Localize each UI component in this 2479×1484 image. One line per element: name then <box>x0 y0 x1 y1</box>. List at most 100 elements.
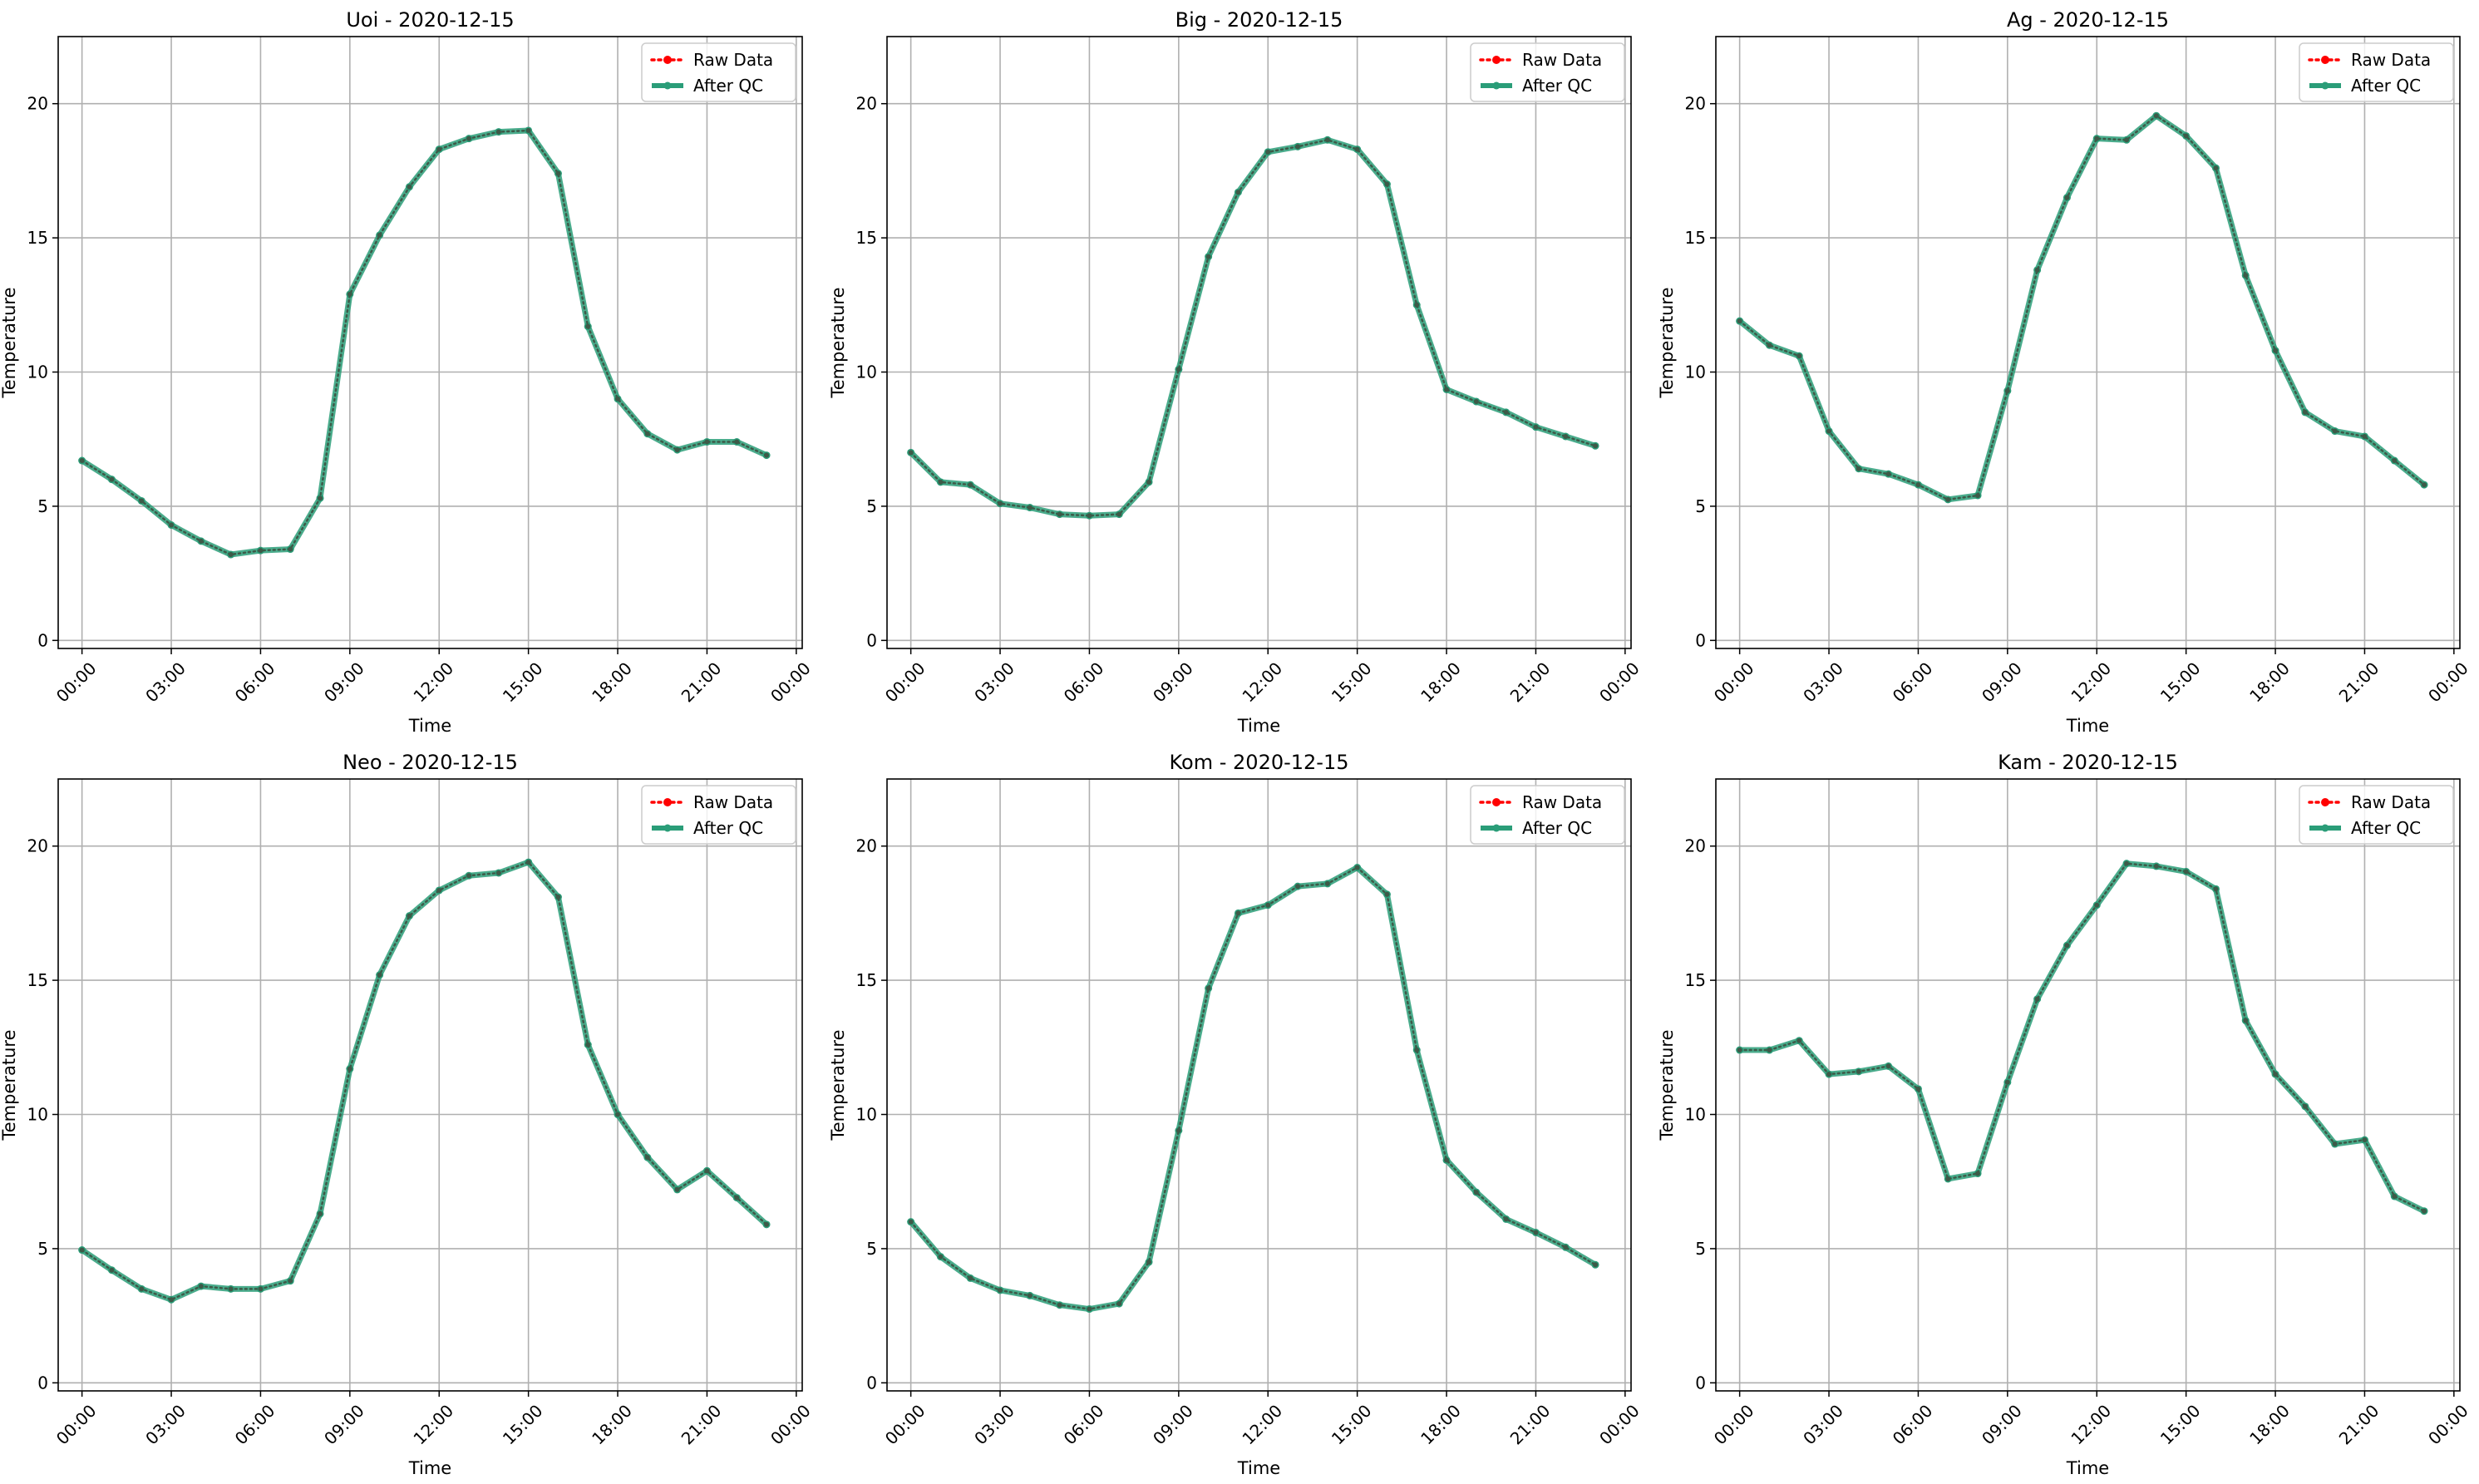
point-raw-data <box>436 887 442 893</box>
x-tick-label: 06:00 <box>231 658 279 707</box>
point-raw-data <box>1975 1171 1981 1176</box>
legend-marker-after-qc <box>1492 824 1501 832</box>
y-axis-label: Temperature <box>828 1029 848 1141</box>
point-raw-data <box>1885 471 1891 477</box>
y-tick-label: 5 <box>866 496 877 516</box>
legend-marker-raw-data <box>1492 798 1501 806</box>
x-tick-label: 21:00 <box>2335 658 2383 707</box>
point-raw-data <box>2064 195 2070 200</box>
point-raw-data <box>908 450 914 456</box>
point-raw-data <box>1767 1048 1772 1053</box>
point-raw-data <box>2034 267 2040 273</box>
point-raw-data <box>2094 902 2100 908</box>
y-tick-label: 5 <box>1695 1239 1706 1259</box>
series-line-raw-data <box>1738 114 2426 501</box>
point-raw-data <box>1945 496 1951 502</box>
y-tick-label: 0 <box>866 1373 877 1393</box>
x-tick-label: 06:00 <box>1060 658 1108 707</box>
point-raw-data <box>1146 479 1152 485</box>
y-tick-label: 20 <box>1685 94 1706 114</box>
point-raw-data <box>1235 910 1241 916</box>
point-raw-data <box>2183 869 2189 875</box>
x-tick-label: 15:00 <box>499 658 547 707</box>
axes-frame <box>57 36 803 649</box>
point-raw-data <box>1503 1216 1509 1222</box>
point-raw-data <box>2064 943 2070 949</box>
point-raw-data <box>407 184 412 190</box>
point-raw-data <box>1856 1068 1861 1074</box>
y-axis-label: Temperature <box>1657 1029 1677 1141</box>
point-raw-data <box>1885 1063 1891 1069</box>
plot-area <box>58 37 802 648</box>
chart-panel-2: 00:00 03:00 06:00 09:00 12:00 15:00 18:00 21:00… <box>828 8 1644 736</box>
point-raw-data <box>1563 433 1569 439</box>
x-tick-label: 18:00 <box>588 658 636 707</box>
y-tick-label: 20 <box>1685 836 1706 856</box>
legend-label-after-qc: After QC <box>1522 76 1592 96</box>
x-tick-label: 06:00 <box>1060 1401 1108 1449</box>
x-tick-label: 00:00 <box>52 1401 101 1449</box>
y-tick-label: 5 <box>37 1239 48 1259</box>
point-raw-data <box>2392 458 2398 464</box>
x-tick-label: 09:00 <box>320 658 368 707</box>
legend-label-raw-data: Raw Data <box>1522 792 1602 812</box>
point-raw-data <box>2392 1193 2398 1199</box>
chart-title: Uoi - 2020-12-15 <box>346 8 514 32</box>
legend-label-after-qc: After QC <box>2351 76 2421 96</box>
point-raw-data <box>377 232 382 238</box>
legend-marker-raw-data <box>663 798 672 806</box>
point-raw-data <box>998 500 1003 506</box>
x-tick-label: 00:00 <box>766 1401 815 1449</box>
chart-title: Kam - 2020-12-15 <box>1998 751 2178 774</box>
x-tick-label: 12:00 <box>1238 658 1286 707</box>
axes-frame <box>886 36 1632 649</box>
x-tick-label: 12:00 <box>409 658 457 707</box>
point-raw-data <box>1295 144 1301 150</box>
point-raw-data <box>2273 1072 2279 1077</box>
legend-label-raw-data: Raw Data <box>2351 50 2431 70</box>
plot-area <box>887 779 1631 1391</box>
point-raw-data <box>1384 181 1390 187</box>
x-tick-label: 00:00 <box>2424 658 2472 707</box>
legend: Raw Data After QC <box>641 42 796 102</box>
y-tick-label: 20 <box>856 94 877 114</box>
y-tick-label: 0 <box>1695 630 1706 650</box>
point-raw-data <box>1146 1260 1152 1265</box>
point-raw-data <box>318 1210 323 1216</box>
x-tick-label: 15:00 <box>1328 658 1376 707</box>
point-raw-data <box>764 452 770 458</box>
point-raw-data <box>674 447 680 453</box>
axes-frame <box>57 778 803 1392</box>
x-tick-label: 18:00 <box>588 1401 636 1449</box>
point-raw-data <box>1915 1086 1921 1092</box>
point-raw-data <box>644 431 650 436</box>
point-raw-data <box>377 972 382 978</box>
point-raw-data <box>198 538 204 544</box>
point-raw-data <box>139 498 145 504</box>
point-raw-data <box>436 146 442 152</box>
point-raw-data <box>1796 353 1802 359</box>
x-tick-label: 00:00 <box>1710 658 1758 707</box>
chart-title: Ag - 2020-12-15 <box>2007 8 2169 32</box>
y-axis-label: Temperature <box>0 287 19 398</box>
y-tick-label: 20 <box>27 836 48 856</box>
point-raw-data <box>2153 863 2159 869</box>
x-tick-label: 03:00 <box>1799 658 1847 707</box>
x-axis-label: Time <box>408 716 451 736</box>
legend-label-after-qc: After QC <box>693 818 763 838</box>
point-raw-data <box>1915 482 1921 488</box>
point-raw-data <box>1116 511 1122 517</box>
point-raw-data <box>1593 443 1599 449</box>
x-tick-label: 15:00 <box>499 1401 547 1449</box>
point-raw-data <box>1175 367 1181 372</box>
chart-title: Kom - 2020-12-15 <box>1170 751 1349 774</box>
point-raw-data <box>347 1066 352 1072</box>
point-raw-data <box>734 1195 740 1201</box>
point-raw-data <box>2332 1141 2338 1147</box>
y-tick-label: 15 <box>1685 970 1706 990</box>
x-tick-label: 00:00 <box>1595 1401 1644 1449</box>
x-tick-label: 12:00 <box>2067 658 2115 707</box>
point-raw-data <box>288 1278 293 1284</box>
x-tick-label: 09:00 <box>1978 1401 2026 1449</box>
